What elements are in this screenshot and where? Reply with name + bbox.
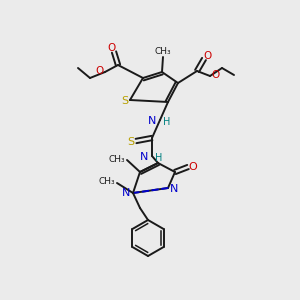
- Text: O: O: [204, 51, 212, 61]
- Text: O: O: [211, 70, 219, 80]
- Text: CH₃: CH₃: [109, 154, 125, 164]
- Text: N: N: [170, 184, 178, 194]
- Text: H: H: [163, 117, 171, 127]
- Text: N: N: [140, 152, 148, 162]
- Text: O: O: [108, 43, 116, 53]
- Text: O: O: [96, 66, 104, 76]
- Text: O: O: [189, 162, 197, 172]
- Text: S: S: [122, 96, 129, 106]
- Text: CH₃: CH₃: [99, 178, 115, 187]
- Text: N: N: [122, 188, 130, 198]
- Text: N: N: [148, 116, 156, 126]
- Text: S: S: [128, 137, 135, 147]
- Text: H: H: [155, 153, 163, 163]
- Text: CH₃: CH₃: [155, 46, 171, 56]
